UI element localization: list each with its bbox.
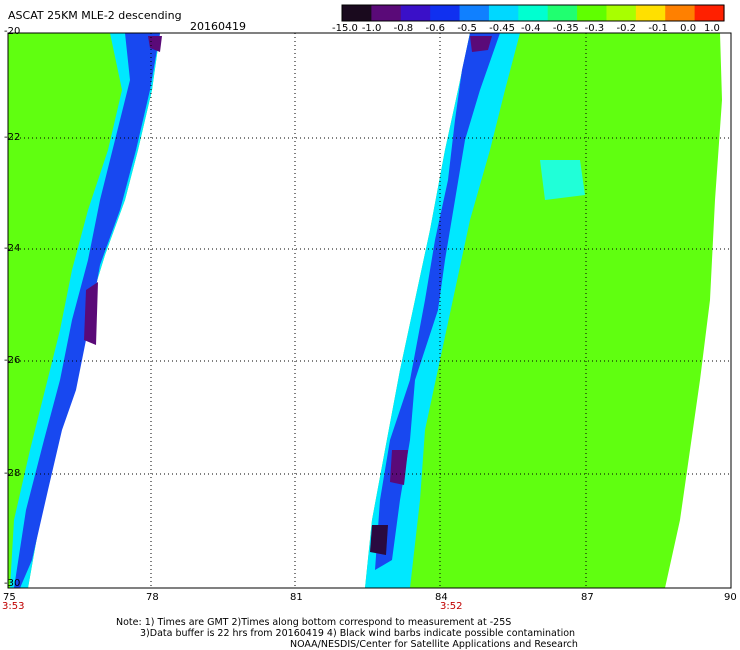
y-tick-label: -28 xyxy=(4,468,21,479)
colorbar-label: -0.5 xyxy=(457,23,477,34)
y-tick-label: -26 xyxy=(4,355,21,366)
left-swath-purple-2 xyxy=(84,282,98,345)
colorbar-label: -0.45 xyxy=(489,23,516,34)
colorbar-segment xyxy=(665,5,696,21)
map-date: 20160419 xyxy=(190,20,246,33)
colorbar-label: -0.3 xyxy=(584,23,605,34)
colorbar-segment xyxy=(342,5,372,21)
colorbar-segment xyxy=(635,5,666,21)
x-tick-label: 75 xyxy=(3,592,16,603)
right-swath-purple-3 xyxy=(370,525,388,555)
pass-time-left: 3:53 xyxy=(2,601,25,612)
colorbar-segment xyxy=(488,5,519,21)
right-swath-cyan-blob xyxy=(540,160,585,200)
colorbar-label: -0.35 xyxy=(552,23,579,34)
colorbar-segment xyxy=(430,5,461,21)
right-swath-purple-2 xyxy=(390,450,408,485)
map-title: ASCAT 25KM MLE-2 descending xyxy=(8,9,182,22)
grid xyxy=(8,33,731,588)
colorbar-segment xyxy=(606,5,637,21)
x-tick-label: 87 xyxy=(581,592,594,603)
colorbar-label: -0.1 xyxy=(648,23,668,34)
colorbar xyxy=(342,5,725,21)
colorbar-label: -1.0 xyxy=(361,23,382,34)
colorbar-label: -0.2 xyxy=(616,23,637,34)
colorbar-frame xyxy=(341,4,725,22)
y-tick-label: -22 xyxy=(4,132,21,143)
note-line-2: 3)Data buffer is 22 hrs from 20160419 4)… xyxy=(140,628,576,639)
x-tick-label: 78 xyxy=(146,592,159,603)
x-tick-label: 84 xyxy=(435,592,448,603)
right-swath-blue xyxy=(375,33,500,570)
colorbar-segment xyxy=(400,5,431,21)
colorbar-label: -15.0 xyxy=(332,23,358,34)
colorbar-segment xyxy=(371,5,402,21)
colorbar-label: 1.0 xyxy=(704,23,720,34)
colorbar-segment xyxy=(577,5,608,21)
colorbar-segment xyxy=(518,5,549,21)
colorbar-label: -0.8 xyxy=(393,23,414,34)
plot-frame xyxy=(7,32,732,589)
y-tick-label: -30 xyxy=(4,578,21,589)
x-tick-label: 81 xyxy=(290,592,303,603)
colorbar-label: -0.4 xyxy=(521,23,541,34)
colorbar-label: -0.6 xyxy=(425,23,446,34)
colorbar-segment xyxy=(694,5,725,21)
colorbar-label: 0.0 xyxy=(680,23,697,34)
pass-time-right: 3:52 xyxy=(440,601,463,612)
x-tick-label: 90 xyxy=(724,592,737,603)
colorbar-segment xyxy=(459,5,490,21)
left-swath-purple xyxy=(148,36,162,52)
y-tick-label: -24 xyxy=(4,243,21,254)
note-line-3: NOAA/NESDIS/Center for Satellite Applica… xyxy=(290,639,578,650)
colorbar-segment xyxy=(547,5,578,21)
y-tick-label: -20 xyxy=(4,26,21,37)
right-swath-purple xyxy=(470,36,492,52)
note-line-1: Note: 1) Times are GMT 2)Times along bot… xyxy=(116,617,512,628)
